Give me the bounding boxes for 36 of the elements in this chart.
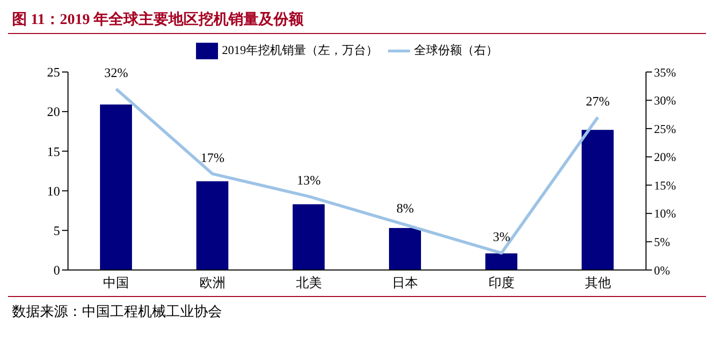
y2-tick-label: 20% [654, 150, 676, 164]
data-label: 17% [200, 150, 225, 165]
source-note: 数据来源：中国工程机械工业协会 [12, 304, 223, 321]
y-tick-label: 10 [47, 183, 60, 198]
x-tick-label: 北美 [296, 275, 322, 290]
x-tick-label: 其他 [584, 275, 611, 290]
chart-title: 图 11：2019 年全球主要地区挖机销量及份额 [8, 8, 706, 34]
bar [100, 104, 132, 270]
y2-tick-label: 10% [654, 206, 676, 221]
data-label: 32% [104, 64, 128, 80]
bar [292, 204, 325, 270]
legend-label: 2019年挖机销量（左，万台） [222, 42, 378, 57]
y2-tick-label: 15% [654, 178, 676, 192]
x-tick-label: 日本 [392, 275, 418, 290]
x-tick-label: 印度 [488, 275, 514, 290]
y2-tick-label: 35% [654, 65, 676, 80]
data-label: 27% [586, 93, 610, 108]
data-label: 13% [296, 172, 321, 188]
bar [389, 228, 421, 270]
bar [582, 130, 614, 270]
y2-tick-label: 5% [654, 234, 670, 249]
legend-label: 全球份额（右） [414, 42, 498, 57]
data-label: 3% [492, 229, 510, 244]
y-tick-label: 15 [47, 144, 60, 159]
y2-tick-label: 30% [654, 94, 676, 108]
y-tick-label: 5 [54, 223, 60, 238]
x-tick-label: 中国 [103, 275, 130, 290]
data-label: 8% [396, 200, 414, 216]
y2-tick-label: 0% [654, 263, 670, 278]
y-tick-label: 20 [47, 104, 60, 120]
x-tick-label: 欧洲 [200, 275, 226, 290]
y-tick-label: 0 [54, 262, 60, 278]
y2-tick-label: 25% [654, 122, 676, 136]
bar [485, 253, 518, 270]
bar [196, 181, 228, 270]
y-tick-label: 25 [47, 64, 60, 80]
